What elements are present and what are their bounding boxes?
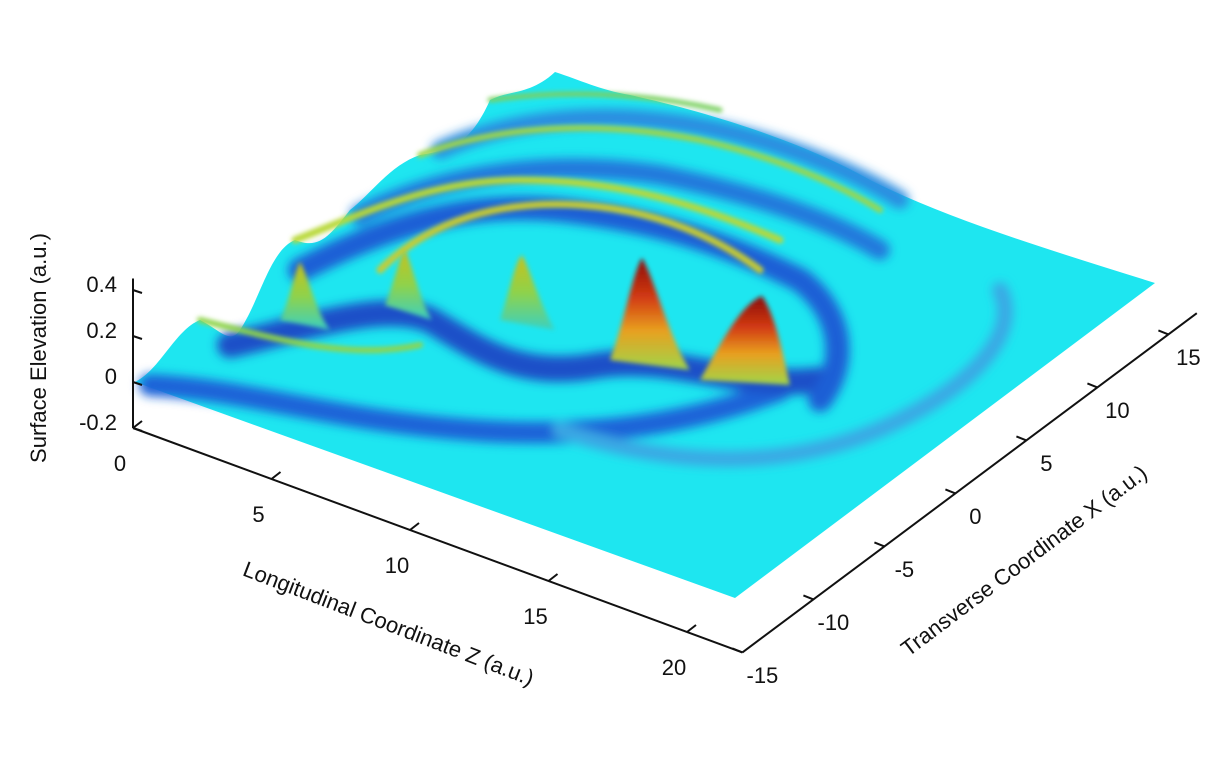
x-tick [409,522,420,531]
peak [280,262,330,330]
x-tick [270,471,282,480]
y-tick-label: 0 [969,504,981,529]
z-tick-label: -0.2 [79,410,117,435]
x-tick-label: 20 [662,655,686,680]
y-tick [874,541,885,548]
y-axis-line [741,312,1198,654]
trough [350,158,890,260]
y-tick-label: 15 [1176,345,1200,370]
z-tick-label: 0.4 [86,272,117,297]
z-tick [132,335,143,340]
x-tick-label: 15 [523,604,547,629]
y-tick [1016,435,1027,442]
peak [385,250,432,320]
trough [139,374,791,444]
axes: 0 5 10 15 20 -15 -10 -5 0 5 10 15 -0.2 0 0.2 0.4 [79,272,1201,688]
y-tick-label: -10 [818,610,850,635]
y-tick [1158,329,1169,336]
y-tick [732,647,743,654]
y-tick-label: 10 [1105,398,1129,423]
z-tick [132,289,143,294]
x-tick-label: 10 [385,553,409,578]
ridge [376,200,764,274]
y-tick-label: -5 [895,557,915,582]
x-tick [686,624,697,633]
surface [135,72,1155,598]
z-axis-title: Surface Elevation (a.u.) [26,233,51,463]
x-tick-label: 0 [114,451,126,476]
x-axis-line [132,427,743,654]
y-tick [945,488,956,495]
peak [500,255,555,330]
y-tick-label: 5 [1040,451,1052,476]
z-tick [132,381,143,386]
z-tick [132,427,143,432]
y-tick [803,594,814,601]
y-tick [1087,382,1098,389]
z-tick-label: 0.2 [86,318,117,343]
x-tick [132,420,143,429]
z-tick-label: 0 [105,364,117,389]
y-axis-title: Transverse Coordinate X (a.u.) [896,460,1152,661]
peak [700,296,790,385]
y-tick-label: -15 [747,663,779,688]
peak [610,258,690,370]
x-tick-label: 5 [252,502,264,527]
trough [288,196,850,412]
ridge [487,91,723,113]
ridge [417,125,883,213]
ridge [197,317,423,354]
x-tick [547,573,559,582]
trough [552,282,1013,467]
ridge [291,176,784,244]
trough [431,108,909,209]
